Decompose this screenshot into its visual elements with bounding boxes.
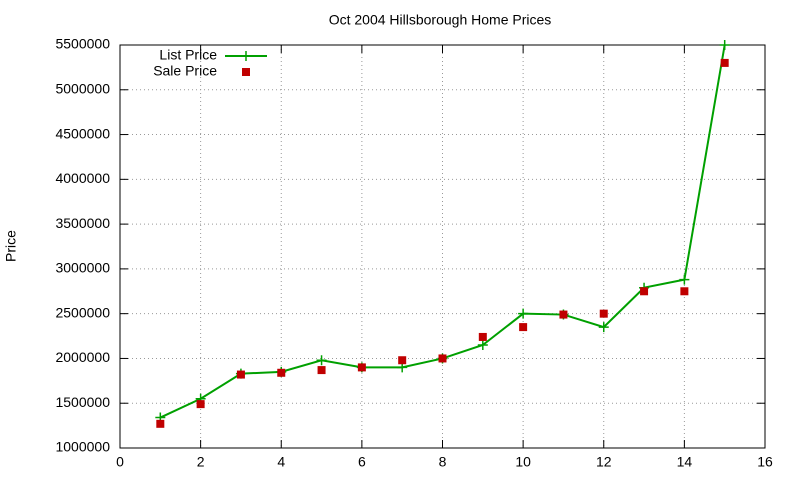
x-tick-label: 8 (439, 454, 447, 470)
x-tick-label: 10 (515, 454, 531, 470)
point (477, 340, 488, 351)
point (519, 323, 528, 332)
point (156, 419, 165, 428)
y-tick-label: 5000000 (55, 80, 110, 96)
point (598, 322, 609, 333)
x-tick-label: 0 (116, 454, 124, 470)
point (317, 366, 326, 375)
y-tick-label: 1000000 (55, 439, 110, 455)
x-tick-label: 16 (757, 454, 773, 470)
point (518, 308, 529, 319)
point (679, 274, 690, 285)
y-tick-label: 3000000 (55, 260, 110, 276)
y-tick-label: 4500000 (55, 125, 110, 141)
y-tick-label: 5500000 (55, 36, 110, 52)
legend-marker (242, 68, 250, 76)
chart-title: Oct 2004 Hillsborough Home Prices (329, 12, 552, 28)
y-tick-label: 3500000 (55, 215, 110, 231)
y-tick-label: 2500000 (55, 304, 110, 320)
y-axis-label: Price (3, 230, 19, 262)
y-tick-label: 4000000 (55, 170, 110, 186)
point (277, 368, 286, 377)
point (357, 363, 366, 372)
plot-frame (119, 44, 766, 449)
point (559, 310, 568, 319)
legend-label: List Price (159, 47, 217, 63)
y-tick-label: 1500000 (55, 394, 110, 410)
point (640, 287, 649, 296)
point (196, 400, 205, 409)
point (236, 370, 245, 379)
point (599, 309, 608, 318)
x-tick-label: 2 (197, 454, 205, 470)
point (478, 332, 487, 341)
y-tick-label: 2000000 (55, 349, 110, 365)
point (720, 58, 729, 67)
x-tick-label: 12 (596, 454, 612, 470)
point (438, 354, 447, 363)
point (398, 356, 407, 365)
point (680, 287, 689, 296)
legend-label: Sale Price (153, 63, 217, 79)
point (316, 355, 327, 366)
point (719, 40, 730, 50)
legend-marker (241, 51, 251, 61)
x-tick-label: 14 (677, 454, 693, 470)
x-tick-label: 4 (277, 454, 285, 470)
x-tick-label: 6 (358, 454, 366, 470)
